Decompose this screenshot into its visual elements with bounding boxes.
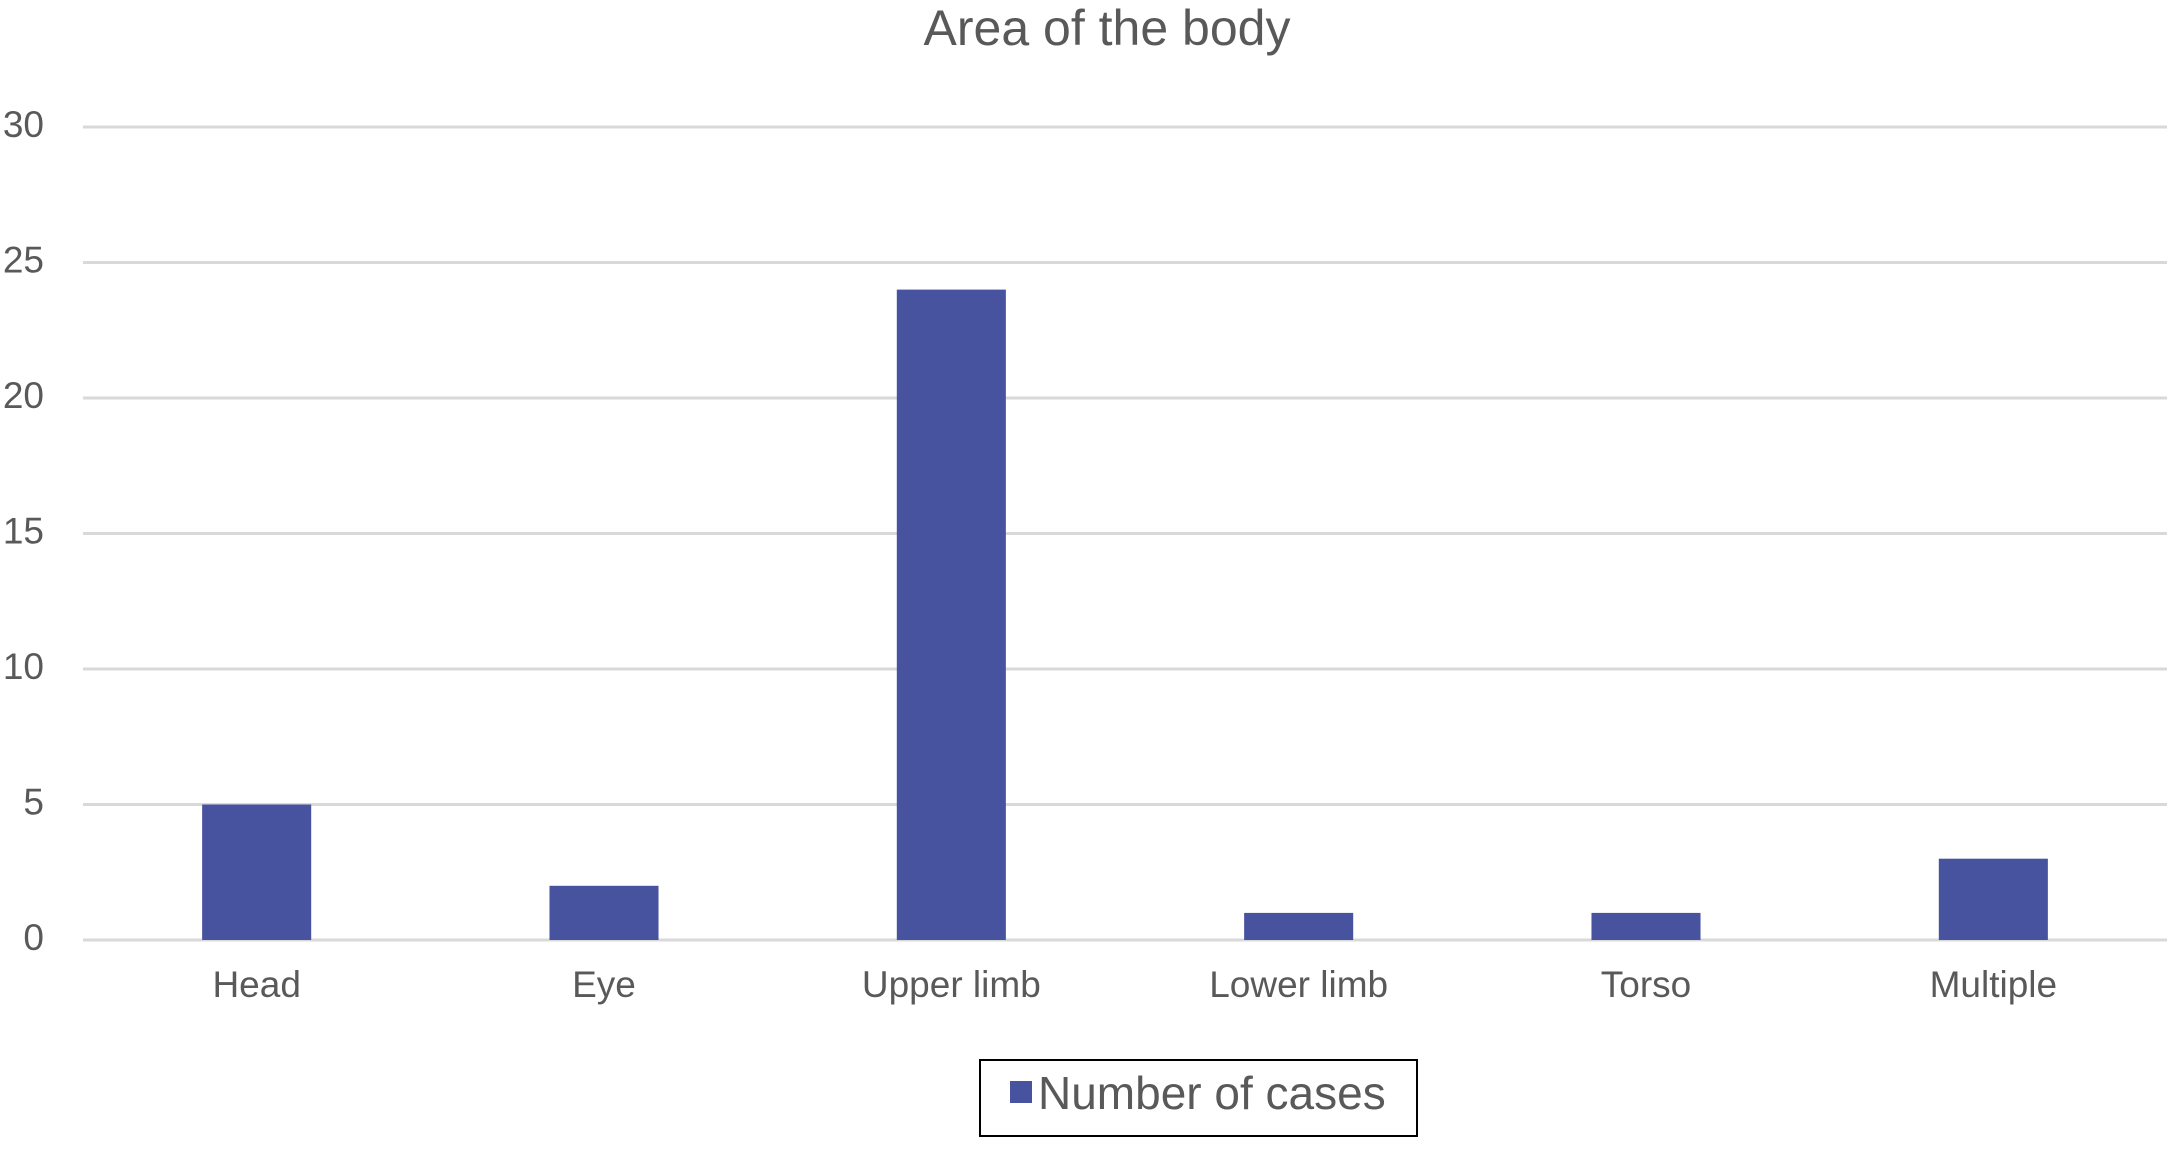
bar [1244, 912, 1354, 940]
x-tick-label: Lower limb [1209, 964, 1388, 1005]
bar [1938, 858, 2048, 940]
x-tick-label: Eye [572, 964, 636, 1005]
y-tick-label: 25 [3, 239, 44, 280]
y-tick-label: 10 [3, 646, 44, 687]
y-tick-label: 30 [3, 104, 44, 145]
legend-label: Number of cases [1038, 1067, 1386, 1119]
bar [896, 289, 1006, 941]
y-tick-label: 5 [23, 781, 44, 822]
bar [549, 885, 659, 940]
y-tick-label: 20 [3, 375, 44, 416]
legend-box [979, 1059, 1418, 1137]
bar [202, 804, 312, 940]
x-tick-label: Torso [1601, 964, 1691, 1005]
x-tick-label: Upper limb [862, 964, 1041, 1005]
bar [1591, 912, 1701, 940]
chart-title: Area of the body [924, 0, 1291, 56]
y-tick-label: 0 [23, 917, 44, 958]
y-tick-label: 15 [3, 510, 44, 551]
legend-swatch [1010, 1081, 1032, 1103]
x-tick-label: Head [212, 964, 300, 1005]
x-tick-label: Multiple [1930, 964, 2058, 1005]
